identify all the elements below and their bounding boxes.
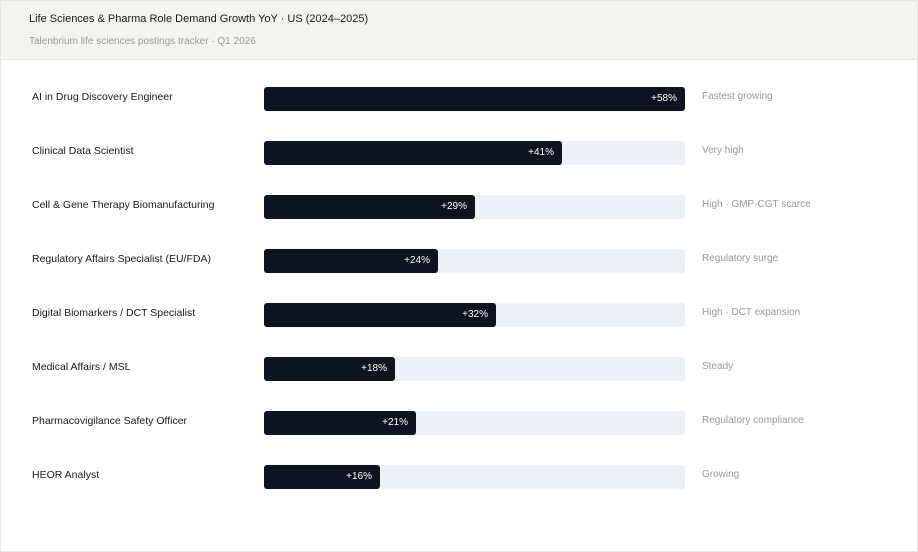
bar: +18% xyxy=(264,357,395,381)
annotation-label: Regulatory compliance xyxy=(702,415,804,426)
annotation-label: Steady xyxy=(702,361,734,372)
category-label: Cell & Gene Therapy Biomanufacturing xyxy=(32,199,215,211)
bar-track: +32% xyxy=(264,303,685,327)
bar-row: Clinical Data Scientist +41% Very high xyxy=(1,140,917,166)
bar-row: Pharmacovigilance Safety Officer +21% Regu… xyxy=(1,410,917,436)
category-label: AI in Drug Discovery Engineer xyxy=(32,91,173,103)
data-label: +58% xyxy=(651,93,677,104)
bar: +41% xyxy=(264,141,562,165)
category-label: Medical Affairs / MSL xyxy=(32,361,131,373)
bar-row: Digital Biomarkers / DCT Specialist +32% H… xyxy=(1,302,917,328)
bar-track: +29% xyxy=(264,195,685,219)
data-label: +29% xyxy=(441,201,467,212)
bar-row: Medical Affairs / MSL +18% Steady xyxy=(1,356,917,382)
chart-header: Life Sciences & Pharma Role Demand Growt… xyxy=(1,1,917,60)
data-label: +18% xyxy=(361,363,387,374)
bar-track: +58% xyxy=(264,87,685,111)
bar-track: +24% xyxy=(264,249,685,273)
annotation-label: High · DCT expansion xyxy=(702,307,801,318)
bar-row: AI in Drug Discovery Engineer +58% Fastest… xyxy=(1,86,917,112)
category-label: Clinical Data Scientist xyxy=(32,145,134,157)
chart-title: Life Sciences & Pharma Role Demand Growt… xyxy=(29,13,369,25)
category-label: Digital Biomarkers / DCT Specialist xyxy=(32,307,196,319)
bar-track: +18% xyxy=(264,357,685,381)
annotation-label: High · GMP-CGT scarce xyxy=(702,199,811,210)
category-label: HEOR Analyst xyxy=(32,469,100,481)
bar-row: Cell & Gene Therapy Biomanufacturing +29%… xyxy=(1,194,917,220)
bar: +16% xyxy=(264,465,380,489)
annotation-label: Regulatory surge xyxy=(702,253,779,264)
data-label: +24% xyxy=(404,255,430,266)
chart-subtitle: Talenbrium life sciences postings tracke… xyxy=(29,36,256,47)
bar-track: +16% xyxy=(264,465,685,489)
data-label: +41% xyxy=(528,147,554,158)
data-label: +21% xyxy=(382,417,408,428)
bar-track: +41% xyxy=(264,141,685,165)
bar: +24% xyxy=(264,249,438,273)
data-label: +32% xyxy=(462,309,488,320)
bar: +32% xyxy=(264,303,496,327)
bar: +58% xyxy=(264,87,685,111)
annotation-label: Fastest growing xyxy=(702,91,773,102)
bar: +29% xyxy=(264,195,475,219)
bar-track: +21% xyxy=(264,411,685,435)
category-label: Pharmacovigilance Safety Officer xyxy=(32,415,188,427)
annotation-label: Growing xyxy=(702,469,740,480)
annotation-label: Very high xyxy=(702,145,744,156)
bar-row: Regulatory Affairs Specialist (EU/FDA) +2… xyxy=(1,248,917,274)
bar: +21% xyxy=(264,411,416,435)
data-label: +16% xyxy=(346,471,372,482)
bar-row: HEOR Analyst +16% Growing xyxy=(1,464,917,490)
category-label: Regulatory Affairs Specialist (EU/FDA) xyxy=(32,253,211,265)
